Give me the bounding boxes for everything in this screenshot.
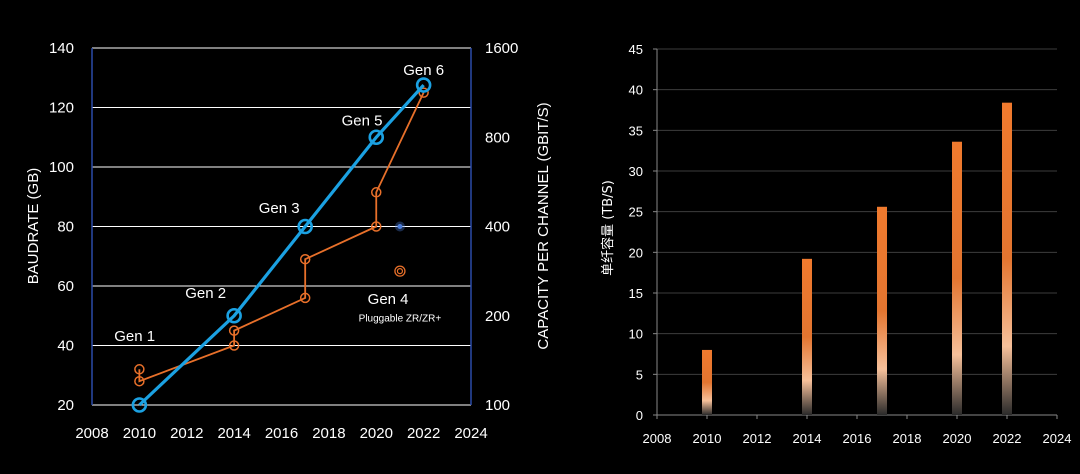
y-tick-label: 0	[636, 408, 643, 423]
x-tick-label: 2014	[793, 431, 822, 446]
x-tick-label: 2012	[743, 431, 772, 446]
y-tick-label: 80	[57, 219, 74, 236]
y-tick-label: 40	[629, 83, 643, 98]
annotation-label: Gen 3	[259, 200, 300, 217]
y2-tick-label: 100	[485, 397, 510, 414]
baudrate-point	[228, 340, 240, 351]
y2-tick-label: 1600	[485, 40, 518, 57]
y-tick-label: 120	[49, 100, 74, 117]
baudrate-point	[371, 187, 382, 198]
y-tick-label: 100	[49, 159, 74, 176]
x-tick-label: 2008	[643, 431, 672, 446]
y-tick-label: 20	[629, 245, 643, 260]
baudrate-point	[299, 292, 311, 304]
fiber-capacity-chart: 0 5 10 15 20 25 30 35 40 45 2008 2010 2012 2014 2016 2…	[600, 42, 1071, 446]
baudrate-point	[371, 221, 382, 232]
capacity-bar	[952, 141, 962, 415]
annotation-label: Gen 2	[185, 285, 226, 302]
capacity-bar	[802, 258, 812, 415]
y-tick-label: 10	[629, 327, 643, 342]
capacity-point	[131, 397, 148, 413]
baudrate-point	[418, 87, 429, 98]
x-tick-label: 2018	[312, 425, 345, 442]
x-tick-label: 2024	[454, 425, 487, 442]
x-tick-label: 2008	[75, 425, 108, 442]
x-tick-label: 2016	[843, 431, 872, 446]
y2-tick-label: 200	[485, 308, 510, 325]
pluggable-baudrate-point	[394, 265, 406, 277]
y-tick-label: 20	[57, 397, 74, 414]
y-tick-label: 45	[629, 42, 643, 57]
fiber-y-axis-label: 单纤容量 (TB/S)	[600, 180, 616, 276]
x-tick-label: 2012	[170, 425, 203, 442]
capacity-bar	[1002, 102, 1012, 416]
x-tick-label: 2014	[217, 425, 250, 442]
capacity-point	[297, 218, 313, 235]
capacity-line	[138, 83, 425, 407]
capacity-point	[226, 307, 242, 324]
y2-tick-label: 800	[485, 129, 510, 146]
y-tick-label: 5	[636, 367, 643, 382]
baudrate-point	[134, 364, 145, 375]
pluggable-baudrate-point-inner	[396, 268, 404, 275]
x-tick-label: 2020	[943, 431, 972, 446]
annotation-label: Pluggable ZR/ZR+	[359, 314, 442, 325]
annotation-label: Gen 1	[114, 328, 155, 345]
capacity-point	[368, 129, 385, 146]
x-tick-label: 2022	[407, 425, 440, 442]
capacity-point	[415, 77, 432, 93]
y-tick-label: 25	[629, 205, 643, 220]
baudrate-capacity-chart: 20 40 60 80 100 120 140 100 200 400 800 1600 2008 2…	[25, 40, 552, 442]
y-tick-label: 140	[49, 40, 74, 57]
y-tick-label: 40	[57, 338, 74, 355]
baudrate-point	[228, 325, 240, 336]
x-tick-label: 2016	[265, 425, 298, 442]
capacity-bar	[877, 206, 887, 415]
annotation-label: Gen 5	[342, 112, 383, 129]
x-tick-label: 2024	[1043, 431, 1072, 446]
y-tick-label: 15	[629, 286, 643, 301]
right-y-axis-label: CAPACITY PER CHANNEL (GBIT/S)	[535, 102, 552, 349]
x-tick-label: 2010	[693, 431, 722, 446]
y-tick-label: 35	[629, 123, 643, 138]
x-tick-label: 2018	[893, 431, 922, 446]
x-tick-label: 2010	[123, 425, 156, 442]
capacity-bar	[702, 349, 712, 415]
annotation-label: Gen 4	[368, 291, 409, 308]
annotation-label: Gen 6	[403, 62, 444, 79]
left-y-axis-label: BAUDRATE (GB)	[25, 168, 42, 284]
baudrate-point	[134, 375, 145, 387]
baudrate-line	[138, 92, 425, 383]
pluggable-capacity-point	[397, 224, 403, 229]
x-tick-label: 2020	[360, 425, 393, 442]
y2-tick-label: 400	[485, 219, 510, 236]
x-tick-label: 2022	[993, 431, 1022, 446]
baudrate-point	[299, 253, 311, 265]
y-tick-label: 30	[629, 164, 643, 179]
y-tick-label: 60	[57, 278, 74, 295]
